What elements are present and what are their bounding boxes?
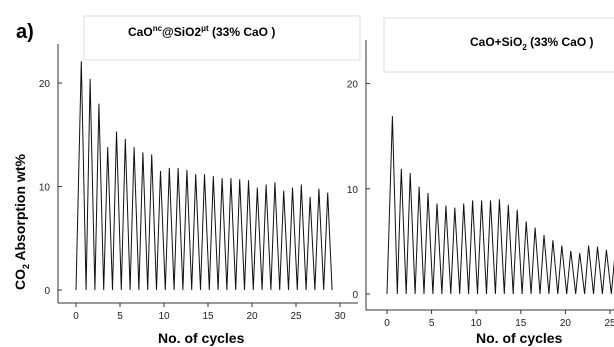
panel-b-title-part: 2 — [522, 43, 527, 52]
panel-a-x-label: No. of cycles — [158, 330, 245, 346]
panel-a-title-part: μt — [201, 24, 209, 33]
panel-b-y-tick-label: 10 — [347, 185, 359, 196]
panel-a-series-line — [75, 61, 333, 291]
panel-a-y-tick-label: 0 — [44, 286, 50, 297]
panel-b-title-part: CaO+SiO — [470, 35, 522, 49]
panel-b: b) CaO+SiO2 (33% CaO ) No. of cycles 051… — [347, 17, 614, 346]
panel-a-y-tick-label: 10 — [39, 183, 51, 194]
panel-a-x-tick-label: 25 — [290, 311, 302, 322]
panel-a-x-tick-label: 10 — [158, 311, 170, 322]
panel-b-x-label: No. of cycles — [476, 330, 563, 346]
panel-a-title: CaOnc@SiO2μt (33% CaO ) — [128, 24, 275, 39]
panel-a-x-tick-label: 0 — [73, 311, 79, 322]
panel-a: a) CaOnc@SiO2μt (33% CaO ) CO2 Absorptio… — [12, 15, 361, 346]
panel-a-x-tick-label: 5 — [117, 311, 123, 322]
panel-b-series-line — [386, 116, 614, 295]
panel-a-title-part: CaO — [128, 25, 153, 39]
panel-a-title-part: @SiO2 — [162, 25, 201, 39]
panel-a-y-tick-label: 20 — [39, 79, 51, 90]
panel-a-title-part: (33% CaO ) — [209, 25, 276, 39]
panel-b-x-tick-label: 5 — [429, 318, 435, 329]
panel-a-ticks: 0 5 10 15 20 25 30 0 10 20 — [39, 79, 346, 322]
panel-b-y-tick-label: 20 — [347, 80, 359, 91]
panel-b-x-tick-label: 0 — [384, 318, 390, 329]
panel-a-y-label: CO2 Absorption wt% — [12, 154, 31, 290]
panel-a-x-tick-label: 15 — [202, 311, 214, 322]
panel-a-ylabel-part: Absorption wt% — [12, 154, 28, 264]
panel-b-x-tick-label: 20 — [560, 318, 572, 329]
panel-b-y-tick-label: 0 — [352, 290, 358, 301]
panel-a-x-tick-label: 20 — [246, 311, 258, 322]
panel-b-title: CaO+SiO2 (33% CaO ) — [470, 35, 594, 52]
panel-b-title-part: (33% CaO ) — [527, 35, 594, 49]
panel-b-x-tick-label: 15 — [515, 318, 527, 329]
panel-a-x-tick-label: 30 — [334, 311, 346, 322]
panel-b-x-tick-label: 25 — [604, 318, 614, 329]
panel-a-title-part: nc — [153, 24, 163, 33]
panel-b-x-tick-label: 10 — [471, 318, 483, 329]
panel-a-title-box — [83, 15, 361, 61]
panel-a-ylabel-part: CO — [12, 269, 28, 290]
panel-a-letter: a) — [16, 21, 34, 43]
panel-b-ticks: 0 5 10 15 20 25 0 10 20 — [347, 80, 614, 329]
panel-b-title-box — [383, 17, 614, 73]
panel-a-ylabel-part: 2 — [21, 264, 31, 269]
